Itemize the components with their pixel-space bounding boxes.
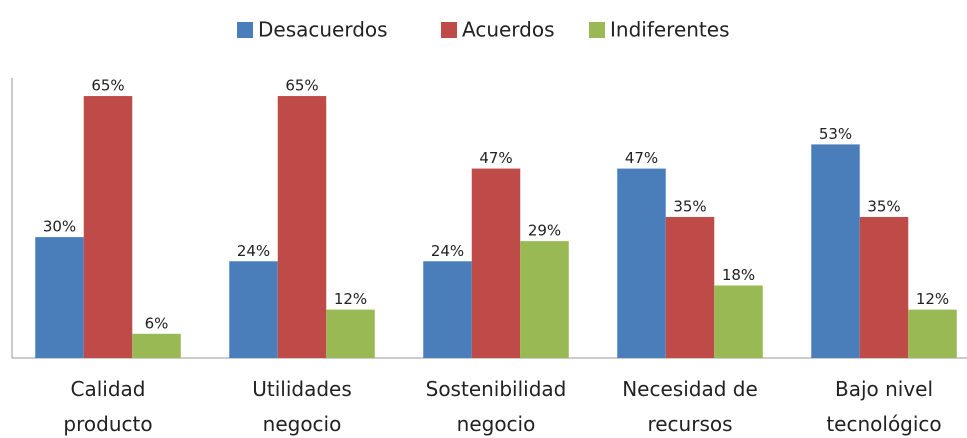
bar: [908, 309, 957, 358]
value-label: 29%: [528, 222, 561, 240]
bar: [423, 261, 472, 358]
legend-swatch: [589, 22, 605, 38]
value-label: 65%: [91, 77, 124, 95]
value-label: 65%: [285, 77, 318, 95]
legend-label: Indiferentes: [610, 18, 730, 42]
legend-label: Acuerdos: [462, 18, 555, 42]
bar: [617, 168, 666, 358]
value-label: 30%: [43, 218, 76, 236]
legend-label: Desacuerdos: [258, 18, 388, 42]
x-tick-label: Sostenibilidad negocio: [426, 377, 567, 436]
value-label: 12%: [334, 290, 367, 308]
value-label: 47%: [479, 149, 512, 167]
bar: [811, 144, 860, 358]
bar: [132, 333, 181, 358]
bar: [35, 237, 84, 358]
legend-swatch: [237, 22, 253, 38]
bar: [229, 261, 278, 358]
value-label: 24%: [237, 242, 270, 260]
x-tick-label: Calidad producto: [63, 377, 152, 436]
x-tick-label: Bajo nivel tecnológico: [826, 377, 941, 436]
bar: [714, 285, 763, 358]
bar: [83, 96, 133, 359]
legend-swatch: [441, 22, 457, 38]
value-label: 35%: [867, 197, 900, 215]
bar: [471, 168, 521, 358]
bar: [520, 241, 569, 358]
value-label: 18%: [722, 266, 755, 284]
value-label: 47%: [625, 149, 658, 167]
value-label: 35%: [673, 197, 706, 215]
bar: [665, 216, 715, 358]
value-label: 24%: [431, 242, 464, 260]
x-tick-label: Necesidad de recursos: [622, 377, 758, 436]
value-label: 53%: [819, 125, 852, 143]
value-label: 12%: [916, 290, 949, 308]
bar: [277, 96, 327, 359]
bar: [326, 309, 375, 358]
bar: [859, 216, 909, 358]
x-tick-label: Utilidades negocio: [252, 377, 352, 436]
value-label: 6%: [145, 314, 169, 332]
